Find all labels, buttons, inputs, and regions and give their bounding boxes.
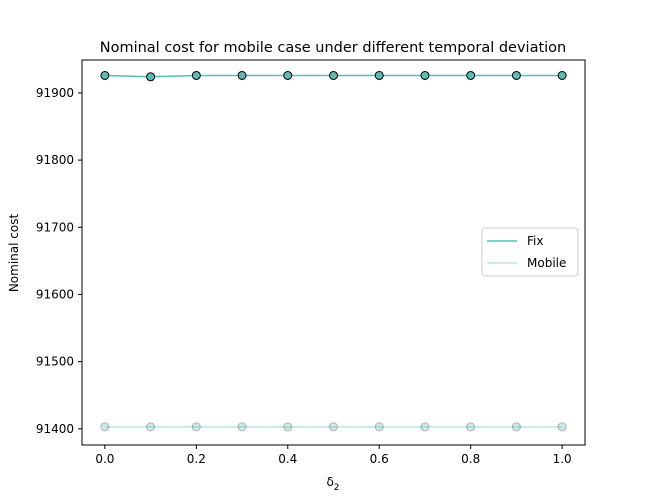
legend-label-fix: Fix <box>527 234 543 248</box>
y-axis: 91400 91500 91600 91700 91800 91900 <box>36 86 82 436</box>
data-point-fix <box>100 70 110 80</box>
x-axis: 0.0 0.2 0.4 0.6 0.8 1.0 <box>95 445 572 466</box>
data-point-mobile <box>511 422 521 432</box>
legend-label-mobile: Mobile <box>527 256 566 270</box>
x-tick-label: 0.0 <box>95 452 114 466</box>
data-point-fix <box>557 70 567 80</box>
y-tick-label: 91600 <box>36 287 74 301</box>
data-point-fix <box>191 70 201 80</box>
x-tick-label: 0.4 <box>278 452 297 466</box>
data-point-mobile <box>557 422 567 432</box>
x-tick-label: 0.6 <box>370 452 389 466</box>
y-tick-label: 91500 <box>36 355 74 369</box>
data-point-mobile <box>100 422 110 432</box>
data-point-mobile <box>283 422 293 432</box>
data-point-mobile <box>374 422 384 432</box>
plot-area <box>100 70 567 432</box>
data-point-fix <box>466 70 476 80</box>
y-axis-label: Nominal cost <box>7 214 21 293</box>
y-tick-label: 91400 <box>36 422 74 436</box>
legend: Fix Mobile <box>481 227 579 277</box>
data-point-fix <box>283 70 293 80</box>
x-tick-label: 1.0 <box>553 452 572 466</box>
data-point-mobile <box>420 422 430 432</box>
data-point-fix <box>420 70 430 80</box>
data-point-mobile <box>466 422 476 432</box>
x-tick-label: 0.2 <box>187 452 206 466</box>
y-tick-label: 91800 <box>36 153 74 167</box>
x-axis-label-subscript: 2 <box>334 483 340 493</box>
data-point-fix <box>374 70 384 80</box>
data-point-mobile <box>237 422 247 432</box>
data-point-fix <box>329 70 338 80</box>
legend-box <box>481 227 579 277</box>
data-point-fix <box>237 70 247 80</box>
x-axis-label-text: δ <box>326 475 333 489</box>
data-point-fix <box>511 70 521 80</box>
y-tick-label: 91900 <box>36 86 74 100</box>
x-axis-label: δ2 <box>326 475 339 493</box>
y-tick-label: 91700 <box>36 220 74 234</box>
chart-title: Nominal cost for mobile case under diffe… <box>100 40 567 56</box>
data-point-mobile <box>191 422 201 432</box>
data-point-mobile <box>146 422 156 432</box>
data-point-fix <box>146 72 156 82</box>
x-tick-label: 0.8 <box>461 452 480 466</box>
axes-frame <box>81 59 586 446</box>
data-point-mobile <box>329 422 338 432</box>
